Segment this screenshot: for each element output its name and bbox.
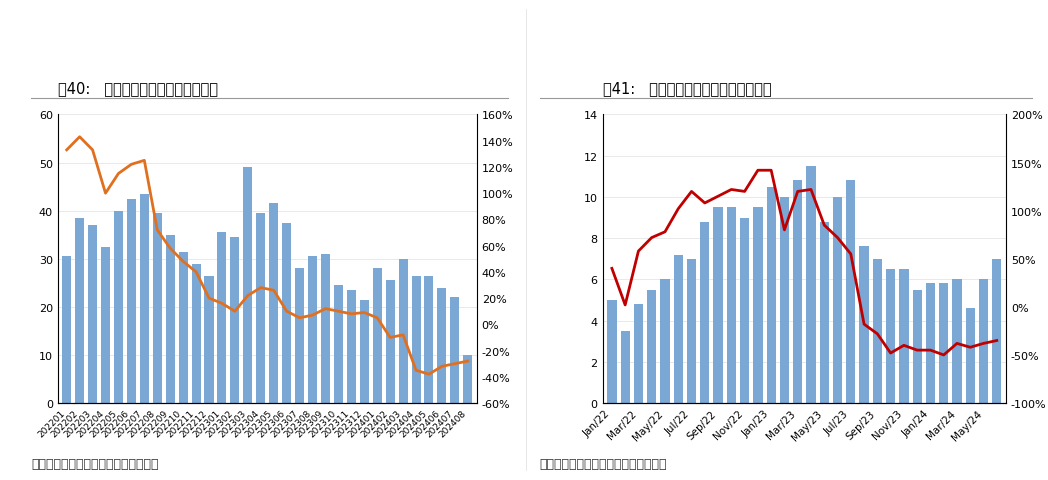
Bar <box>992 259 1002 403</box>
Bar <box>139 194 149 403</box>
Bar <box>806 167 815 403</box>
Bar <box>700 222 709 403</box>
Bar <box>833 197 843 403</box>
Bar <box>269 204 278 403</box>
Bar <box>373 269 381 403</box>
Bar <box>780 197 789 403</box>
Bar <box>965 309 975 403</box>
Bar <box>953 280 962 403</box>
Bar <box>714 208 723 403</box>
Bar <box>386 281 395 403</box>
Bar <box>620 331 630 403</box>
Bar <box>101 247 110 403</box>
Bar <box>75 218 84 403</box>
Bar <box>939 284 948 403</box>
Bar <box>412 276 420 403</box>
Bar <box>231 238 239 403</box>
Text: 图40:   月度组件出口金额及同比增速: 图40: 月度组件出口金额及同比增速 <box>58 81 218 96</box>
Text: 数据来源：海关总署，东吴证券研究所: 数据来源：海关总署，东吴证券研究所 <box>540 457 668 470</box>
Bar <box>437 288 446 403</box>
Bar <box>114 211 123 403</box>
Bar <box>793 181 803 403</box>
Bar <box>62 257 71 403</box>
Bar <box>979 280 988 403</box>
Bar <box>178 252 188 403</box>
Bar <box>607 300 616 403</box>
Text: 图41:   月度逆变器出口金额及同比增速: 图41: 月度逆变器出口金额及同比增速 <box>603 81 771 96</box>
Bar <box>282 223 291 403</box>
Bar <box>217 233 226 403</box>
Bar <box>660 280 670 403</box>
Bar <box>913 290 922 403</box>
Bar <box>674 255 683 403</box>
Bar <box>243 168 253 403</box>
Bar <box>398 259 408 403</box>
Bar <box>859 247 869 403</box>
Bar <box>321 254 330 403</box>
Bar <box>647 290 656 403</box>
Bar <box>899 269 909 403</box>
Bar <box>634 304 643 403</box>
Bar <box>127 199 136 403</box>
Bar <box>257 214 265 403</box>
Bar <box>820 222 829 403</box>
Bar <box>886 269 895 403</box>
Bar <box>308 257 318 403</box>
Bar <box>359 300 369 403</box>
Bar <box>873 259 882 403</box>
Bar <box>726 208 736 403</box>
Bar <box>451 298 459 403</box>
Bar <box>204 276 214 403</box>
Bar <box>334 286 343 403</box>
Bar <box>740 218 749 403</box>
Bar <box>766 187 776 403</box>
Bar <box>347 290 356 403</box>
Bar <box>153 214 161 403</box>
Bar <box>192 264 200 403</box>
Bar <box>296 269 304 403</box>
Bar <box>88 226 97 403</box>
Bar <box>463 355 473 403</box>
Bar <box>925 284 935 403</box>
Text: 数据来源：海关总署，东吴证券研究所: 数据来源：海关总署，东吴证券研究所 <box>31 457 159 470</box>
Bar <box>686 259 696 403</box>
Bar <box>846 181 855 403</box>
Bar <box>754 208 763 403</box>
Bar <box>166 235 175 403</box>
Bar <box>424 276 434 403</box>
